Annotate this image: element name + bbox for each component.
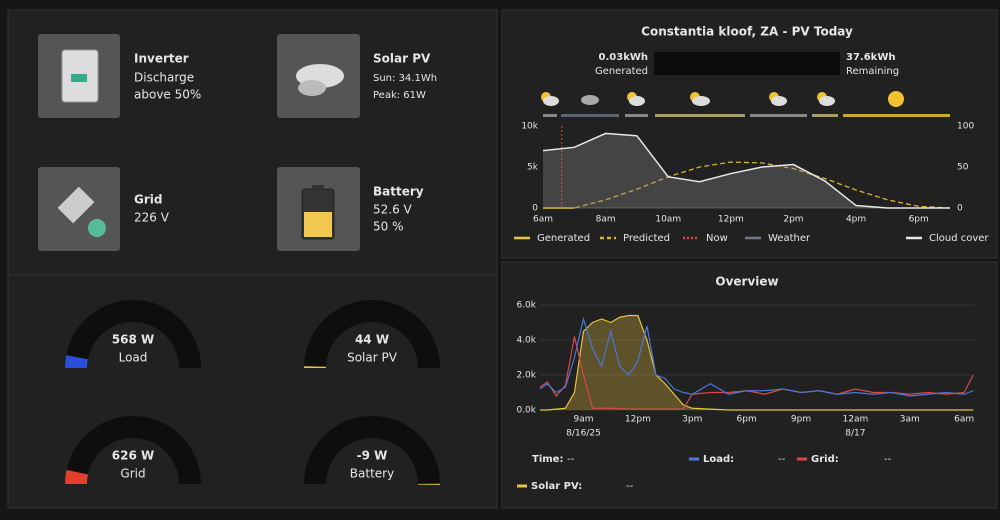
gauge-track [65, 300, 201, 368]
gauge-track [65, 416, 201, 484]
readout-label: Grid: [811, 454, 839, 465]
x-tick-label: 6pm [737, 415, 757, 425]
y2-tick-label: 0 [957, 204, 963, 214]
x-tick-label: 12pm [625, 415, 651, 425]
generated-label: Generated [595, 66, 648, 77]
x-tick-label: 10am [655, 215, 681, 225]
gauge-fill [65, 469, 89, 484]
y-tick-label: 5k [527, 163, 539, 173]
weather-icons [541, 91, 904, 107]
legend-label: Now [706, 233, 728, 244]
gauge-name: Load [119, 351, 148, 365]
remaining-value: 37.6kWh [846, 52, 895, 63]
x-tick-label: 8am [596, 215, 616, 225]
y-tick-label: 6.0k [516, 301, 536, 311]
generated-value: 0.03kWh [599, 52, 648, 63]
gauge-value: -9 W [357, 449, 388, 463]
y-tick-label: 0 [532, 204, 538, 214]
x-tick-label: 4pm [846, 215, 866, 225]
tile-line: Peak: 61W [373, 90, 426, 101]
gauge-value: 568 W [112, 333, 154, 347]
readout-label: Load: [703, 454, 734, 465]
weather-strip [543, 114, 950, 117]
x-tick-label: 3pm [682, 415, 702, 425]
tile-title: Solar PV [373, 52, 431, 66]
inverter-icon [38, 34, 120, 118]
x-tick-label: 12pm [718, 215, 744, 225]
pv-panel [501, 9, 998, 259]
readout-label: Solar PV: [531, 481, 582, 492]
legend-swatch [689, 457, 699, 461]
x-tick-label: 9pm [791, 415, 811, 425]
y-tick-label: 0.0k [516, 406, 536, 416]
readout-value: -- [626, 481, 634, 492]
legend-swatch [797, 457, 807, 461]
gauge-value: 44 W [355, 333, 389, 347]
x-date-label: 8/17 [845, 429, 865, 439]
tile-title: Inverter [134, 52, 189, 66]
legend-label: Generated [537, 233, 590, 244]
series-line [539, 316, 974, 397]
gauge-name: Battery [350, 467, 394, 481]
x-tick-label: 2pm [783, 215, 803, 225]
readout-value: -- [567, 454, 575, 465]
gauge-value: 626 W [112, 449, 154, 463]
readout-value: -- [778, 454, 786, 465]
gauge-fill [65, 355, 88, 368]
tile-line: Sun: 34.1Wh [373, 73, 437, 84]
readout-value: -- [884, 454, 892, 465]
remaining-label: Remaining [846, 66, 899, 77]
battery-icon [277, 167, 360, 251]
tile-title: Battery [373, 185, 424, 199]
x-tick-label: 6am [954, 415, 974, 425]
tile-line: 226 V [134, 211, 170, 225]
series-line [540, 314, 974, 411]
x-tick-label: 6pm [909, 215, 929, 225]
solar-icon [277, 34, 360, 118]
y2-tick-label: 50 [957, 163, 969, 173]
x-tick-label: 3am [900, 415, 920, 425]
tile-line: above 50% [134, 88, 201, 102]
gauge-fill [304, 366, 327, 368]
y-tick-label: 10k [521, 122, 538, 132]
progress-bar [654, 52, 840, 75]
chart-title: Overview [715, 275, 778, 289]
gauge-name: Grid [120, 467, 145, 481]
legend-label: Weather [768, 233, 811, 244]
series-line [543, 161, 951, 209]
gauge-fill [417, 483, 440, 485]
grid-icon [38, 167, 120, 251]
tile-line: 50 % [373, 220, 404, 234]
gauge-name: Solar PV [347, 351, 398, 365]
readout-label: Time: [532, 454, 563, 465]
tile-title: Grid [134, 193, 162, 207]
x-tick-label: 12am [843, 415, 869, 425]
legend-swatch [517, 484, 527, 488]
legend-label: Predicted [623, 233, 670, 244]
gauge-track [304, 300, 440, 368]
y-tick-label: 4.0k [516, 336, 536, 346]
x-tick-label: 6am [533, 215, 553, 225]
chart-title: Constantia kloof, ZA - PV Today [641, 25, 853, 39]
x-tick-label: 9am [573, 415, 593, 425]
series-area [540, 315, 974, 410]
legend-label: Cloud cover [929, 233, 989, 244]
tile-line: Discharge [134, 71, 194, 85]
tile-line: 52.6 V [373, 203, 413, 217]
series-line [539, 336, 974, 410]
y2-tick-label: 100 [957, 122, 974, 132]
overview-panel [501, 261, 998, 509]
y-tick-label: 2.0k [516, 371, 536, 381]
x-date-label: 8/16/25 [566, 429, 601, 439]
series-line [542, 132, 950, 209]
gauge-track [304, 416, 440, 484]
